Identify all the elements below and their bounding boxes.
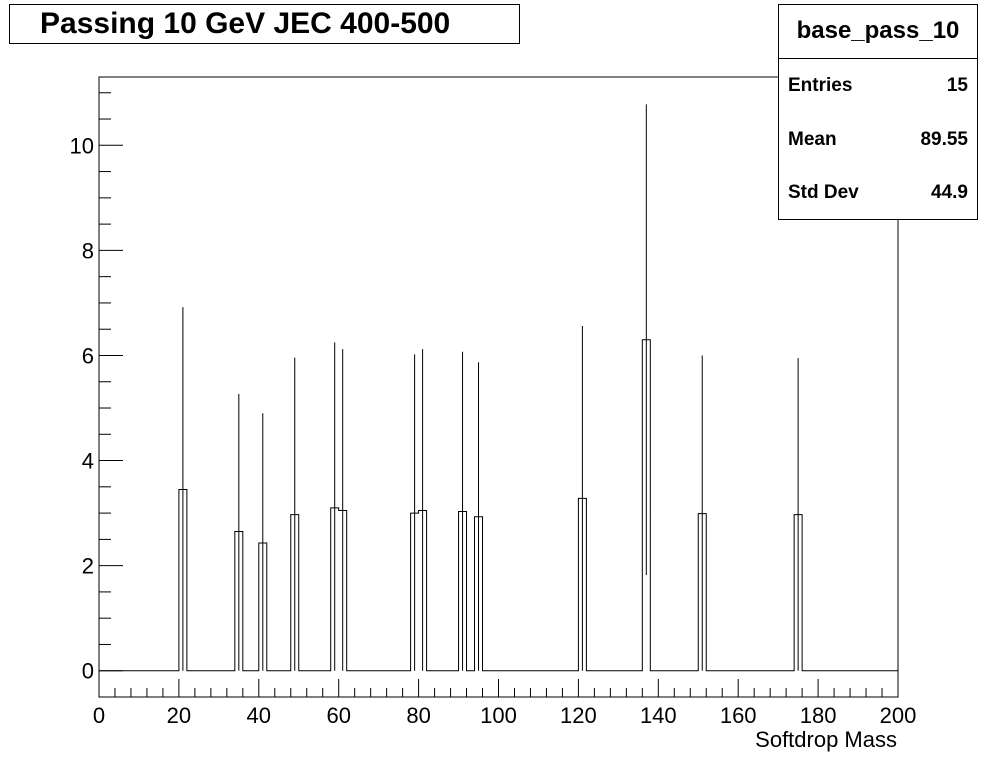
stats-box: base_pass_10 Entries 15 Mean 89.55 Std D…: [778, 4, 978, 220]
stats-stddev-value: 44.9: [931, 182, 968, 203]
stats-entries-value: 15: [946, 75, 968, 96]
stats-row-entries: Entries 15: [779, 59, 977, 113]
x-tick-label-8: 160: [720, 703, 757, 728]
stats-stddev-label: Std Dev: [788, 182, 859, 203]
x-tick-label-0: 0: [93, 703, 105, 728]
x-tick-label-3: 60: [326, 703, 350, 728]
y-tick-label-5: 10: [70, 133, 94, 158]
stats-row-stddev: Std Dev 44.9: [779, 166, 977, 220]
histogram-outline: [99, 339, 898, 672]
stats-histogram-name: base_pass_10: [779, 5, 977, 59]
x-tick-label-4: 80: [406, 703, 430, 728]
x-tick-label-2: 40: [247, 703, 271, 728]
stats-mean-value: 89.55: [920, 128, 968, 150]
stats-row-mean: Mean 89.55: [779, 113, 977, 167]
y-tick-label-1: 2: [82, 554, 94, 579]
x-axis-label: Softdrop Mass: [755, 727, 897, 752]
x-tick-label-1: 20: [167, 703, 191, 728]
y-tick-label-0: 0: [82, 659, 94, 684]
stats-entries-label: Entries: [788, 75, 853, 96]
x-tick-label-10: 200: [880, 703, 917, 728]
x-tick-label-6: 120: [560, 703, 597, 728]
y-tick-label-4: 8: [82, 238, 94, 263]
x-tick-label-5: 100: [480, 703, 517, 728]
x-tick-label-9: 180: [800, 703, 837, 728]
y-tick-label-2: 4: [82, 449, 94, 474]
y-tick-label-3: 6: [82, 343, 94, 368]
stats-mean-label: Mean: [788, 128, 837, 150]
chart-title: Passing 10 GeV JEC 400-500: [9, 4, 520, 44]
x-tick-label-7: 140: [640, 703, 677, 728]
